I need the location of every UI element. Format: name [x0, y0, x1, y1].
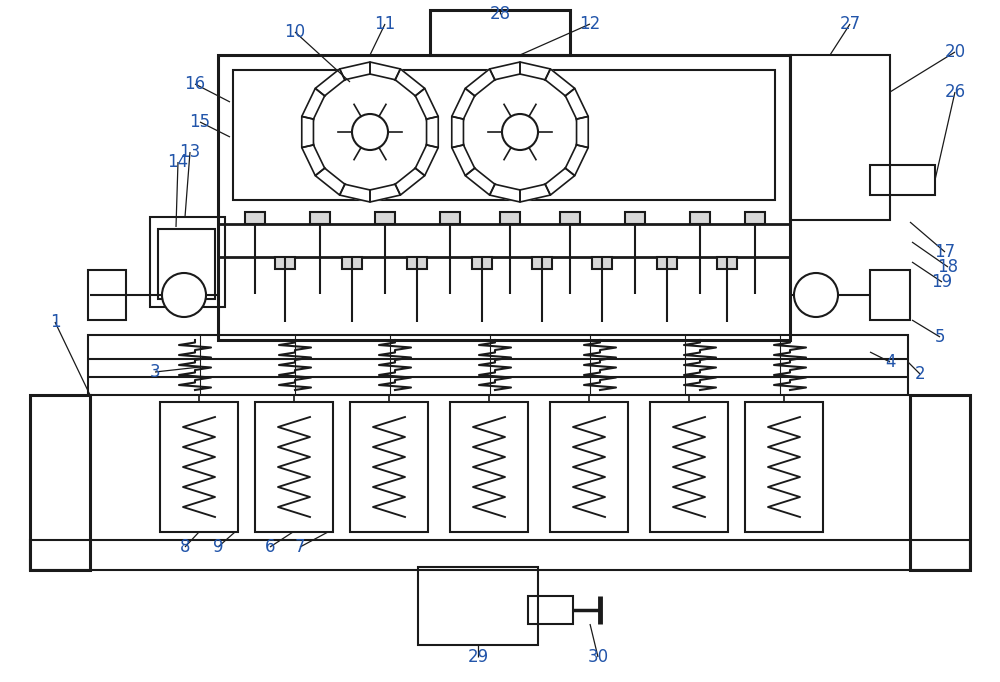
Bar: [430, 10, 570, 55]
Bar: [158, 229, 215, 299]
Polygon shape: [370, 62, 400, 80]
Bar: [407, 257, 427, 269]
Circle shape: [462, 74, 578, 190]
Polygon shape: [395, 69, 425, 96]
Polygon shape: [490, 62, 520, 80]
Bar: [870, 270, 910, 320]
Bar: [500, 212, 520, 224]
Text: 27: 27: [839, 15, 861, 33]
Text: 12: 12: [579, 15, 601, 33]
Text: 26: 26: [944, 83, 966, 101]
Polygon shape: [370, 184, 400, 202]
Bar: [790, 55, 890, 220]
Polygon shape: [340, 184, 370, 202]
Bar: [375, 212, 395, 224]
Bar: [30, 395, 90, 570]
Bar: [717, 257, 737, 269]
Text: 18: 18: [937, 258, 959, 276]
Bar: [245, 212, 265, 224]
Bar: [255, 402, 333, 532]
Polygon shape: [395, 168, 425, 195]
Polygon shape: [302, 145, 325, 176]
Polygon shape: [465, 69, 495, 96]
Bar: [690, 212, 710, 224]
Text: 13: 13: [179, 143, 201, 161]
Polygon shape: [302, 89, 325, 119]
Bar: [218, 55, 790, 340]
Circle shape: [352, 114, 388, 150]
Polygon shape: [452, 145, 475, 176]
Text: 15: 15: [189, 113, 211, 131]
Polygon shape: [565, 89, 588, 119]
Bar: [88, 270, 126, 320]
Text: 3: 3: [150, 363, 160, 381]
Bar: [870, 165, 935, 195]
Bar: [910, 395, 970, 570]
Polygon shape: [452, 117, 463, 147]
Bar: [472, 257, 492, 269]
Text: 1: 1: [50, 313, 60, 331]
Polygon shape: [465, 168, 495, 195]
Polygon shape: [315, 69, 345, 96]
Polygon shape: [452, 89, 475, 119]
Bar: [275, 257, 295, 269]
Bar: [350, 402, 428, 532]
Text: 7: 7: [295, 538, 305, 556]
Polygon shape: [577, 117, 588, 147]
Text: 10: 10: [284, 23, 306, 41]
Bar: [418, 567, 538, 645]
Bar: [88, 335, 908, 395]
Circle shape: [162, 273, 206, 317]
Text: 19: 19: [931, 273, 953, 291]
Bar: [550, 402, 628, 532]
Text: 11: 11: [374, 15, 396, 33]
Polygon shape: [565, 145, 588, 176]
Bar: [342, 257, 362, 269]
Polygon shape: [545, 69, 575, 96]
Text: 28: 28: [489, 5, 511, 23]
Polygon shape: [315, 168, 345, 195]
Bar: [745, 402, 823, 532]
Polygon shape: [490, 184, 520, 202]
Bar: [233, 70, 775, 200]
Text: 14: 14: [167, 153, 189, 171]
Text: 8: 8: [180, 538, 190, 556]
Polygon shape: [415, 89, 438, 119]
Bar: [657, 257, 677, 269]
Text: 20: 20: [944, 43, 966, 61]
Text: 16: 16: [184, 75, 206, 93]
Polygon shape: [340, 62, 370, 80]
Bar: [625, 212, 645, 224]
Polygon shape: [545, 168, 575, 195]
Bar: [450, 402, 528, 532]
Text: 6: 6: [265, 538, 275, 556]
Polygon shape: [520, 184, 550, 202]
Bar: [310, 212, 330, 224]
Text: 9: 9: [213, 538, 223, 556]
Polygon shape: [520, 62, 550, 80]
Bar: [745, 212, 765, 224]
Bar: [560, 212, 580, 224]
Polygon shape: [302, 117, 313, 147]
Bar: [30, 540, 970, 570]
Bar: [150, 217, 225, 307]
Text: 29: 29: [467, 648, 489, 666]
Polygon shape: [415, 145, 438, 176]
Circle shape: [502, 114, 538, 150]
Bar: [592, 257, 612, 269]
Bar: [532, 257, 552, 269]
Text: 4: 4: [885, 353, 895, 371]
Bar: [528, 596, 573, 624]
Bar: [440, 212, 460, 224]
Text: 5: 5: [935, 328, 945, 346]
Bar: [160, 402, 238, 532]
Bar: [650, 402, 728, 532]
Text: 30: 30: [587, 648, 609, 666]
Text: 2: 2: [915, 365, 925, 383]
Text: 17: 17: [934, 243, 956, 261]
Polygon shape: [427, 117, 438, 147]
Circle shape: [794, 273, 838, 317]
Circle shape: [312, 74, 428, 190]
